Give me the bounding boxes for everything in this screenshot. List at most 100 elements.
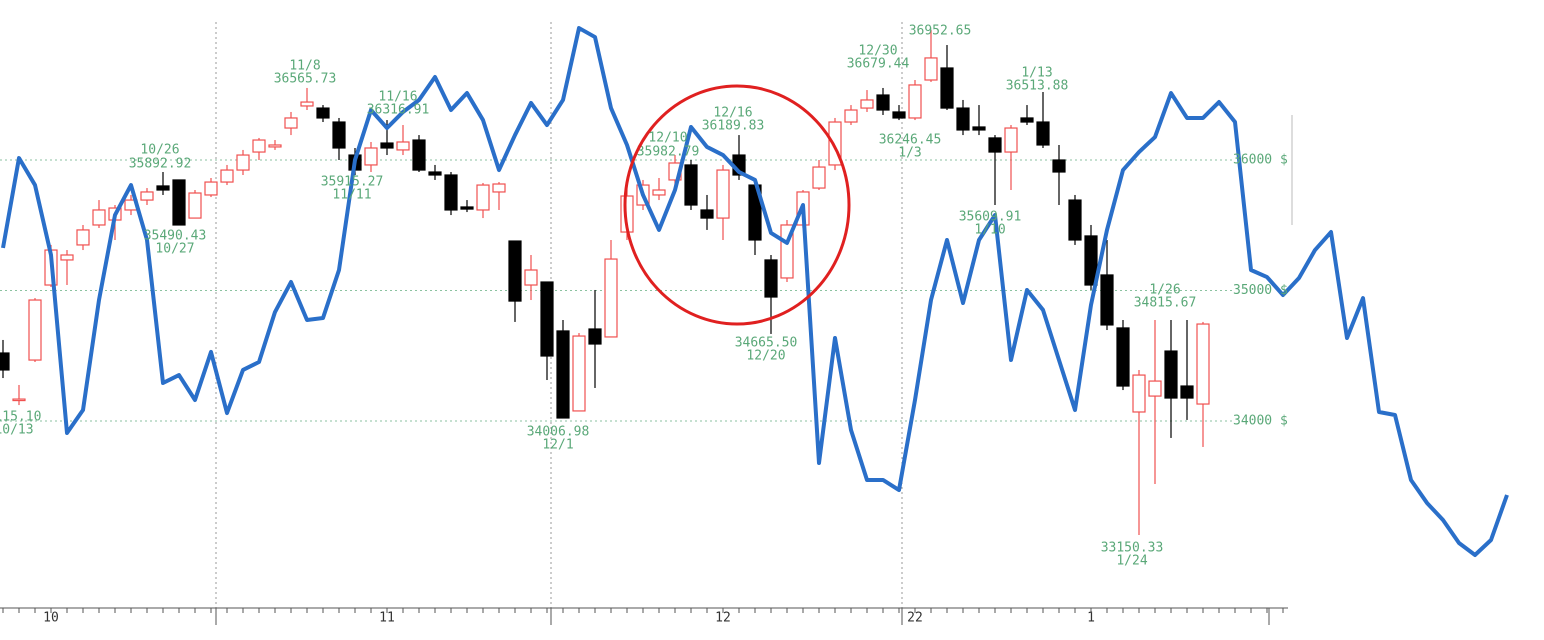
candle-body: [476, 184, 490, 211]
candle-body: [524, 269, 538, 286]
highlight-circle: [623, 84, 851, 326]
candle-body: [940, 67, 954, 109]
x-tick-label: 22: [907, 611, 923, 626]
annotation-price: 36679.44: [847, 57, 910, 72]
candle-body: [716, 169, 730, 219]
y-tick-label: 34000 $: [1233, 413, 1288, 428]
candle-body: [220, 169, 234, 183]
candle-body: [860, 99, 874, 109]
candle-body: [188, 192, 202, 219]
candle-body: [588, 328, 602, 345]
candle-body: [428, 171, 442, 176]
candle-body: [1180, 385, 1194, 399]
line-layer: [1, 26, 1509, 558]
candle-body: [1020, 117, 1034, 123]
candle-body: [508, 240, 522, 302]
candle-body: [956, 107, 970, 131]
annotation-date: 10/27: [155, 242, 194, 257]
candle-body: [1116, 327, 1130, 387]
candle-body: [988, 137, 1002, 153]
annotation-price: 4115.10: [0, 410, 41, 425]
candle-body: [1052, 159, 1066, 173]
annotation-price: 36952.65: [909, 24, 972, 39]
candle-body: [764, 259, 778, 298]
candle-body: [460, 206, 474, 210]
x-tick-label: 1: [1087, 611, 1095, 626]
candle-body: [284, 117, 298, 129]
candle-body: [140, 191, 154, 201]
candle-body: [412, 139, 426, 171]
candle-body: [572, 335, 586, 412]
candle-layer: [0, 30, 1210, 536]
candle-body: [1100, 274, 1114, 326]
candle-body: [236, 154, 250, 171]
candle-body: [556, 330, 570, 419]
candle-body: [700, 209, 714, 219]
annotation-price: 35915.27: [321, 175, 384, 190]
candle-body: [396, 141, 410, 151]
candle-body: [908, 84, 922, 119]
candle-body: [300, 101, 314, 107]
y-tick-label: 36000 $: [1233, 152, 1288, 167]
candle-body: [892, 111, 906, 119]
candle-body: [28, 299, 42, 361]
candle-body: [60, 254, 74, 261]
candle-body: [1084, 235, 1098, 286]
annotation-date: 12/1: [542, 438, 573, 453]
annotation-price: 36246.45: [879, 133, 942, 148]
candle-body: [1036, 121, 1050, 146]
candle-body: [204, 181, 218, 196]
candle-body: [812, 166, 826, 189]
candle-body: [684, 164, 698, 206]
annotation-date: 1/13: [1021, 66, 1052, 81]
candle-body: [972, 126, 986, 131]
annotation-date: 12/30: [858, 44, 897, 59]
x-tick-label: 11: [379, 611, 395, 626]
annotation-price: 35490.43: [144, 229, 207, 244]
candle-body: [540, 281, 554, 357]
annotation-price: 33150.33: [1101, 541, 1164, 556]
annotation-date: 10/26: [140, 143, 179, 158]
x-tick-label: 12: [715, 611, 731, 626]
candle-body: [380, 142, 394, 149]
x-axis: [0, 607, 1288, 625]
candle-body: [1068, 199, 1082, 241]
candle-body: [92, 209, 106, 226]
annotation-price: 35609.91: [959, 210, 1022, 225]
annotation-price: 36565.73: [274, 72, 337, 87]
annotation-date: 11/16: [378, 90, 417, 105]
x-tick-label: 10: [43, 611, 59, 626]
candle-body: [844, 109, 858, 123]
annotation-price: 34815.67: [1134, 296, 1197, 311]
annotation-date: 12/16: [713, 106, 752, 121]
y-tick-label: 35000 $: [1233, 283, 1288, 298]
candle-body: [1148, 380, 1162, 397]
annotation-price: 35892.92: [129, 157, 192, 172]
candle-body: [252, 139, 266, 153]
annotation-date: 12/20: [746, 349, 785, 364]
candle-body: [1132, 374, 1146, 413]
candle-body: [1164, 350, 1178, 399]
overlay-line: [1, 26, 1509, 558]
annotation-price: 34006.98: [527, 425, 590, 440]
candle-body: [76, 229, 90, 246]
annotation-date: 1/3: [898, 146, 921, 161]
annotation-price: 35982.79: [637, 145, 700, 160]
annotation-date: 1/24: [1116, 554, 1147, 569]
annotation-date: 1/10: [974, 223, 1005, 238]
candle-body: [604, 258, 618, 338]
candle-body: [156, 185, 170, 191]
candle-body: [444, 174, 458, 211]
annotation-date: 10/13: [0, 423, 34, 438]
candle-body: [364, 147, 378, 166]
annotation-date: 1/26: [1149, 283, 1180, 298]
annotation-price: 36316.91: [367, 103, 430, 118]
annotation-price: 34665.50: [735, 336, 798, 351]
candle-body: [1004, 127, 1018, 153]
annotation-date: 11/11: [332, 188, 371, 203]
annotation-price: 36513.88: [1006, 79, 1069, 94]
annotation-date: 12/10: [648, 131, 687, 146]
annotation-date: 11/8: [289, 59, 320, 74]
candle-body: [12, 398, 26, 402]
